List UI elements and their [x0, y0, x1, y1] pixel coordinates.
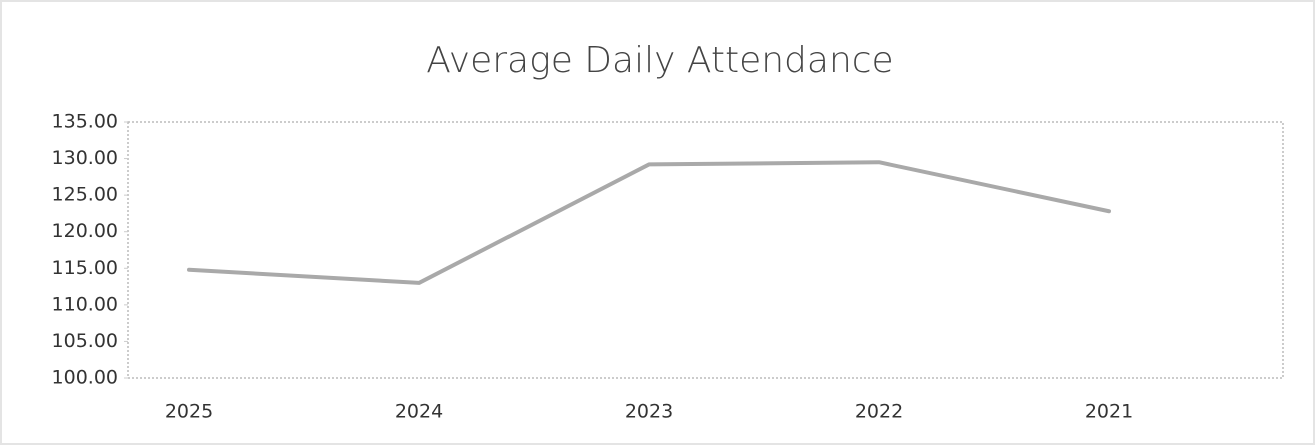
- plot-area: [127, 121, 1284, 379]
- y-tick-label: 125.00: [52, 184, 118, 206]
- chart-title: Average Daily Attendance: [426, 40, 893, 81]
- data-line: [187, 160, 1111, 285]
- y-tick-label: 120.00: [52, 220, 118, 242]
- y-tick-label: 110.00: [52, 293, 118, 315]
- y-tick-label: 115.00: [52, 257, 118, 279]
- x-tick-label: 2025: [165, 401, 213, 423]
- x-tick-label: 2023: [625, 401, 673, 423]
- x-tick-label: 2024: [395, 401, 443, 423]
- x-tick-label: 2022: [855, 401, 903, 423]
- y-tick-label: 105.00: [52, 330, 118, 352]
- y-tick-label: 130.00: [52, 147, 118, 169]
- y-tick-label: 100.00: [52, 367, 118, 389]
- y-tick-label: 135.00: [52, 111, 118, 133]
- x-tick-label: 2021: [1085, 401, 1133, 423]
